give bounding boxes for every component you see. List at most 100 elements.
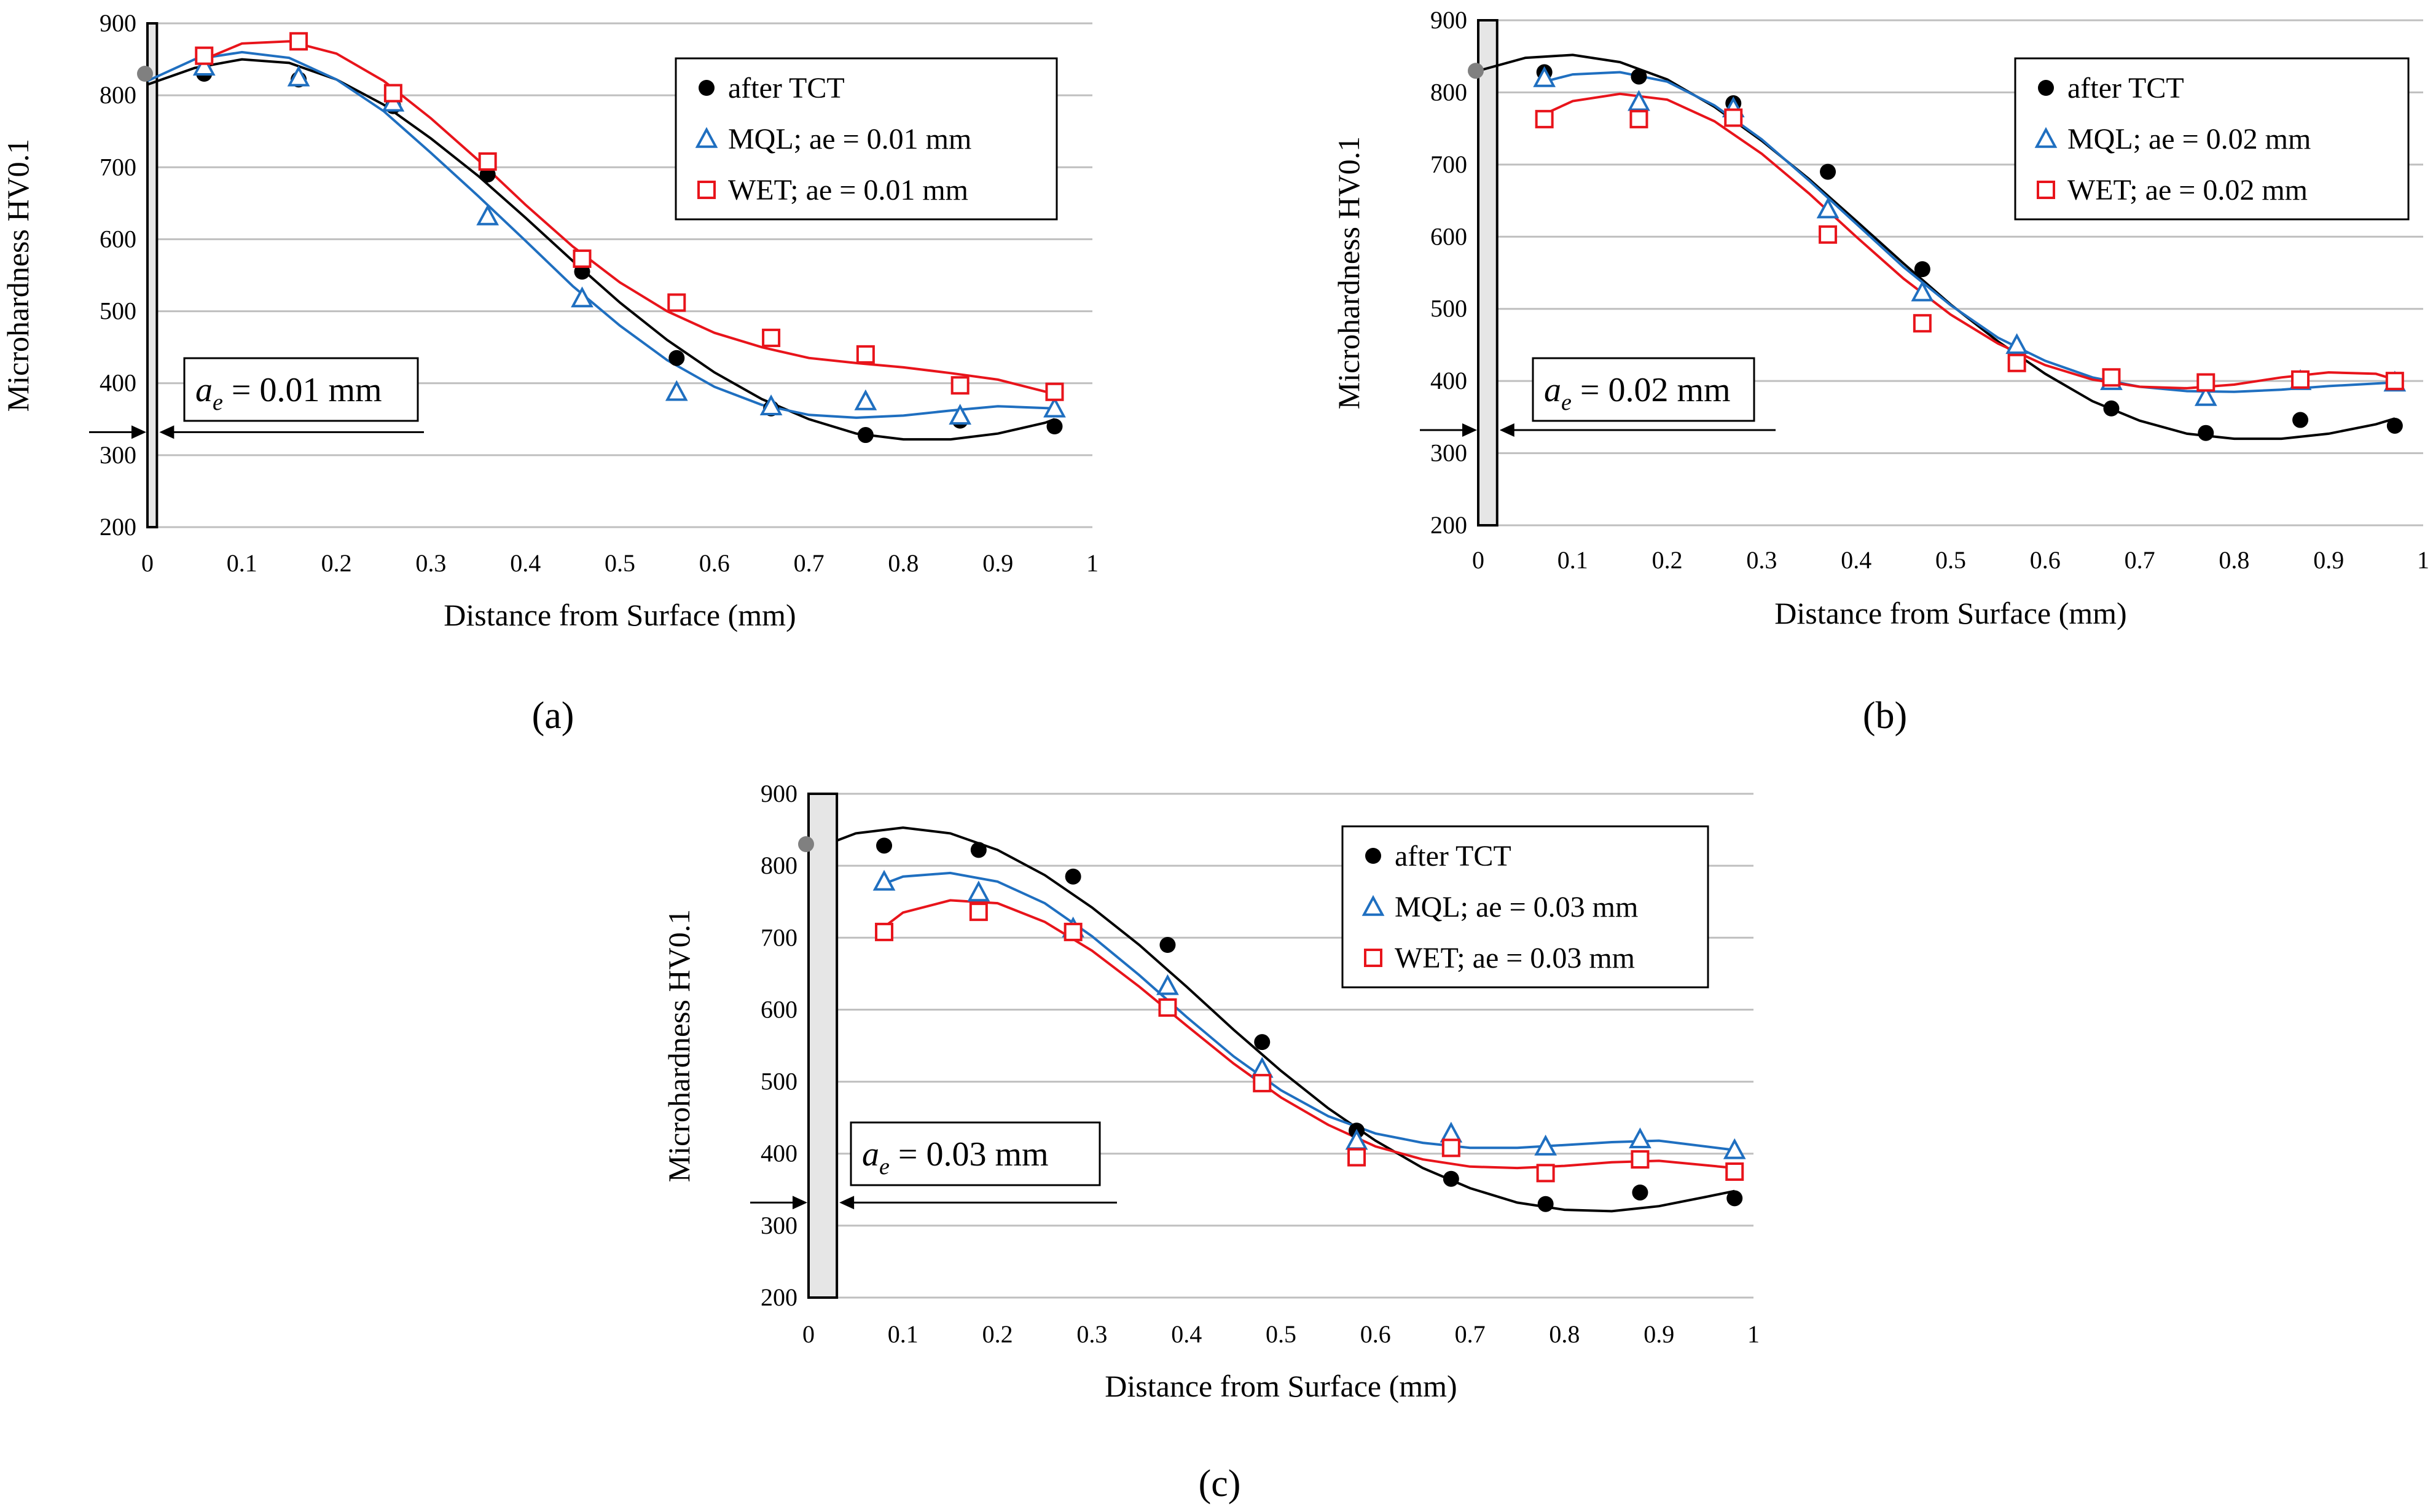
annotation-symbol: a — [862, 1135, 879, 1173]
annotation-text: ae = 0.01 mm — [195, 371, 382, 415]
x-tick-label: 0.1 — [227, 549, 257, 577]
arrow-head-right — [793, 1196, 807, 1210]
trendline-circle — [836, 826, 1735, 1213]
data-point-square — [762, 328, 781, 347]
y-tick-label: 900 — [100, 9, 136, 37]
data-point-square — [1724, 108, 1743, 127]
data-point-circle — [876, 837, 893, 854]
data-point-square — [1536, 1164, 1555, 1183]
x-tick-label: 1 — [1086, 549, 1099, 577]
y-tick-label: 300 — [1430, 439, 1467, 467]
x-tick-label: 0.3 — [1076, 1320, 1107, 1348]
data-point-square — [195, 46, 214, 65]
trendline-triangle — [883, 871, 1735, 1151]
y-tick-label: 400 — [1430, 367, 1467, 394]
legend-label: WET; ae = 0.02 mm — [2067, 174, 2308, 206]
data-point-square — [969, 903, 988, 922]
annotation-box — [183, 357, 419, 422]
annotation-subscript: e — [879, 1154, 890, 1180]
x-tick-label: 0.5 — [1935, 546, 1966, 574]
annotation-value: = 0.01 mm — [223, 371, 382, 409]
x-tick-label: 0.6 — [2030, 546, 2061, 574]
y-tick-label: 600 — [761, 995, 797, 1023]
x-tick-label: 0.2 — [982, 1320, 1013, 1348]
x-tick-label: 0 — [802, 1320, 815, 1348]
legend-label: after TCT — [2067, 72, 2184, 104]
x-tick-label: 0 — [1472, 546, 1484, 574]
annotation-symbol: a — [1544, 371, 1561, 409]
legend-box — [675, 57, 1058, 221]
y-tick-label: 900 — [761, 780, 797, 807]
y-tick-label: 500 — [1430, 295, 1467, 323]
annotation-text: ae = 0.03 mm — [862, 1135, 1049, 1180]
data-point-triangle — [1043, 396, 1066, 418]
data-point-square — [1064, 922, 1083, 941]
legend-label: MQL; ae = 0.01 mm — [728, 123, 971, 155]
x-tick-label: 0.5 — [1266, 1320, 1296, 1348]
annotation-box — [1532, 357, 1755, 422]
x-tick-label: 0.2 — [1652, 546, 1683, 574]
legend-label: after TCT — [1395, 840, 1511, 872]
x-tick-label: 0.9 — [1644, 1320, 1674, 1348]
x-tick-label: 0.8 — [1549, 1320, 1580, 1348]
data-point-square — [2196, 373, 2216, 392]
x-tick-label: 0.9 — [2313, 546, 2344, 574]
x-tick-label: 0.4 — [1841, 546, 1871, 574]
legend-marker-square — [1364, 949, 1382, 967]
arrow-head-left — [159, 425, 174, 439]
legend-box — [1341, 825, 1709, 989]
panel-label-c: (c) — [1199, 1463, 1241, 1505]
x-tick-label: 0 — [141, 549, 154, 577]
legend-label: MQL; ae = 0.02 mm — [2067, 123, 2311, 155]
data-point-triangle — [1911, 280, 1934, 302]
data-point-square — [2102, 368, 2121, 387]
y-tick-label: 700 — [100, 153, 136, 181]
data-point-triangle — [192, 55, 216, 76]
data-point-square — [1045, 382, 1064, 401]
data-point-triangle — [1629, 1127, 1651, 1149]
data-point-square — [289, 32, 308, 51]
x-tick-label: 1 — [1747, 1320, 1760, 1348]
x-axis-title: Distance from Surface (mm) — [1774, 596, 2126, 630]
x-tick-label: 0.1 — [888, 1320, 919, 1348]
data-point-triangle — [1156, 974, 1179, 995]
trendline-square — [203, 40, 1055, 396]
data-point-circle — [1443, 1170, 1459, 1187]
chart-a: 200 300 400 500 600 700 800 900 0 0.1 0.2 0.3 0.4 0.5… — [1, 9, 1099, 632]
data-point-circle — [1820, 163, 1836, 180]
data-point-circle — [1631, 68, 1647, 85]
data-point-triangle — [1533, 66, 1556, 87]
legend-label: WET; ae = 0.01 mm — [728, 174, 968, 206]
x-tick-label: 0.3 — [415, 549, 446, 577]
annotation-value: = 0.03 mm — [890, 1135, 1049, 1173]
data-point-triangle — [1816, 197, 1839, 219]
data-point-square — [1631, 1150, 1650, 1169]
panel-label-b: (b) — [1863, 695, 1907, 737]
y-tick-label: 800 — [1430, 78, 1467, 106]
removed-layer-band — [1477, 19, 1499, 527]
data-point-square — [2385, 372, 2404, 391]
data-point-square — [1629, 109, 1648, 128]
data-point-square — [1441, 1138, 1460, 1158]
data-point-circle — [2198, 425, 2214, 441]
data-point-triangle — [476, 204, 500, 225]
data-point-triangle — [854, 389, 877, 410]
x-tick-label: 0.1 — [1557, 546, 1588, 574]
data-point-circle — [1726, 1190, 1743, 1207]
legend-marker-square — [2037, 181, 2055, 199]
data-point-triangle — [571, 286, 594, 308]
x-tick-label: 0.2 — [321, 549, 352, 577]
surface-hardness-point — [137, 66, 153, 82]
y-tick-label: 200 — [1430, 511, 1467, 539]
data-point-circle — [1914, 261, 1930, 278]
data-point-circle — [1159, 937, 1176, 953]
y-tick-label: 200 — [100, 513, 136, 541]
data-point-triangle — [1628, 90, 1650, 111]
x-tick-label: 0.4 — [1171, 1320, 1202, 1348]
legend-label: WET; ae = 0.03 mm — [1395, 942, 1635, 974]
x-tick-label: 0.6 — [1360, 1320, 1391, 1348]
data-point-triangle — [1534, 1134, 1557, 1156]
legend-box — [2014, 57, 2410, 221]
y-axis-title: Microhardness HV0.1 — [662, 909, 696, 1182]
data-point-circle — [857, 427, 874, 444]
